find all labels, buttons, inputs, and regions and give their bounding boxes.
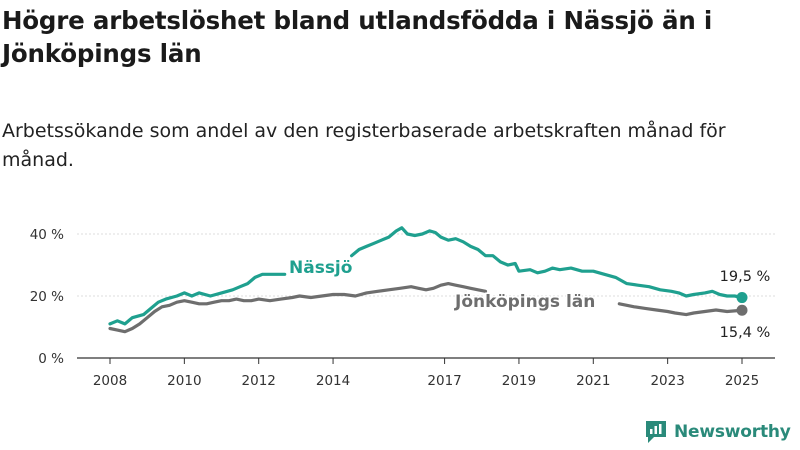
brand-name: Newsworthy: [674, 422, 791, 442]
grid-layer: [77, 233, 775, 359]
x-tick-label: 2012: [242, 373, 276, 389]
y-tick-label: 20 %: [30, 289, 64, 305]
chart-subtitle: Arbetssökande som andel av den registerb…: [2, 120, 726, 171]
series-label-nassjo: Nässjö: [289, 258, 352, 278]
series-line-jonkopings-lan: [108, 282, 744, 334]
x-tick-label: 2010: [167, 373, 201, 389]
newsworthy-chart-icon: [646, 421, 666, 443]
x-tick-label: 2025: [725, 373, 759, 389]
series-layer: [108, 226, 748, 334]
chart-title: Högre arbetslöshet bland utlandsfödda i …: [2, 6, 713, 68]
line-chart: 0 % 20 % 40 % 2008 2010 2012 2014 2017 2019 2021 2…: [30, 226, 775, 389]
label-layer: Nässjö Jönköpings län 19,5 % 15,4 %: [288, 257, 771, 342]
x-tick-label: 2023: [650, 373, 684, 389]
end-value-nassjo: 19,5 %: [720, 269, 771, 285]
end-point-jonkopings-lan: [736, 304, 748, 316]
y-tick-label: 0 %: [38, 351, 64, 367]
series-label-jonkopings-lan: Jönköpings län: [454, 292, 595, 312]
end-point-nassjo: [736, 292, 748, 304]
series-line-nassjo: [108, 226, 744, 326]
x-tick-label: 2014: [316, 373, 350, 389]
newsworthy-logo: Newsworthy: [644, 418, 791, 446]
y-tick-label: 40 %: [30, 227, 64, 243]
end-value-jonkopings-lan: 15,4 %: [720, 325, 771, 341]
x-tick-label: 2021: [576, 373, 610, 389]
axis-layer: 0 % 20 % 40 % 2008 2010 2012 2014 2017 2019 2021 2…: [30, 227, 759, 389]
x-tick-label: 2008: [93, 373, 127, 389]
x-tick-label: 2017: [427, 373, 461, 389]
x-tick-label: 2019: [502, 373, 536, 389]
